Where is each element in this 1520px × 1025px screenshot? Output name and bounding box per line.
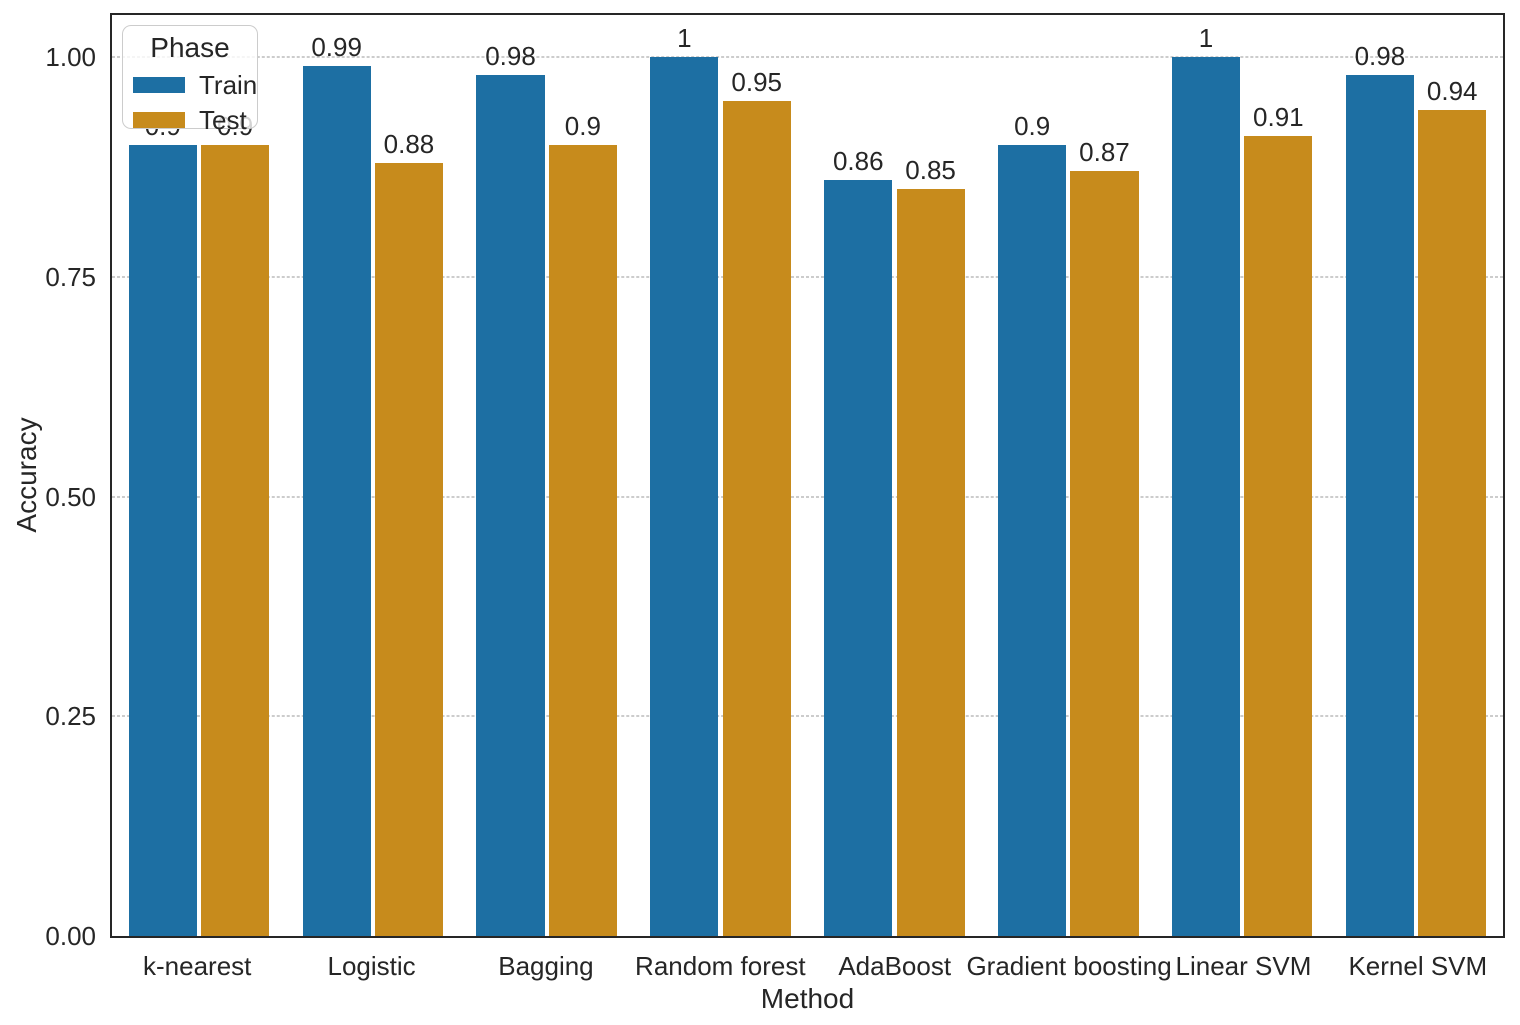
bar-train-kernel-svm bbox=[1345, 74, 1414, 936]
bar-test-adaboost bbox=[896, 188, 965, 936]
gridline bbox=[112, 56, 1503, 58]
bar-test-random-forest bbox=[722, 100, 791, 936]
bar-value-label: 1 bbox=[1198, 23, 1214, 54]
bar-group-linear-svm: 1 0.91 bbox=[1155, 15, 1329, 936]
y-tick-label: 1.00 bbox=[45, 42, 96, 73]
x-axis-label: Method bbox=[760, 983, 855, 1014]
y-tick-label: 0.00 bbox=[45, 920, 96, 951]
x-tick-label: Random forest bbox=[635, 951, 806, 981]
bar-train-random-forest bbox=[650, 57, 719, 936]
bar-train-k-nearest bbox=[128, 144, 197, 936]
bar-test-gradient-boosting bbox=[1070, 171, 1139, 936]
legend-entry-train: Train bbox=[133, 72, 257, 98]
bar-value-label: 0.91 bbox=[1253, 102, 1304, 133]
bar-value-label: 0.86 bbox=[832, 146, 884, 177]
x-tick-label: Logistic bbox=[327, 951, 416, 981]
bar-test-bagging bbox=[548, 144, 617, 936]
bar-train-gradient-boosting bbox=[998, 144, 1067, 936]
bar-value-label: 0.95 bbox=[731, 66, 783, 97]
x-tick-label: Bagging bbox=[498, 951, 594, 981]
legend-entry-label: Test bbox=[199, 105, 247, 135]
x-tick-label: Gradient boosting bbox=[966, 951, 1172, 981]
bar-value-label: 0.98 bbox=[485, 40, 536, 71]
bar-group-adaboost: 0.86 0.85 bbox=[808, 15, 982, 936]
bar-value-label: 0.85 bbox=[905, 154, 956, 185]
bar-value-label: 0.98 bbox=[1354, 40, 1406, 71]
gridlines-layer bbox=[112, 15, 1503, 936]
bar-test-kernel-svm bbox=[1418, 109, 1487, 936]
bars-layer: 0.90.90.990.880.980.910.950.860.850.90.8… bbox=[112, 15, 1503, 936]
y-axis-ticks: 0.00 0.25 0.50 0.75 1.00 bbox=[0, 16, 96, 948]
legend: Phase Train Test bbox=[122, 25, 258, 133]
bar-group-logistic: 0.99 0.88 bbox=[286, 15, 460, 936]
plot-area: 0.90.90.990.880.980.910.950.860.850.90.8… bbox=[110, 13, 1505, 938]
bar-train-linear-svm bbox=[1171, 57, 1241, 936]
bar-group-k-nearest: 0.90.9 bbox=[112, 15, 286, 936]
bar-group-bagging: 0.98 0.9 bbox=[460, 15, 634, 936]
bar-train-adaboost bbox=[824, 180, 893, 936]
bar-value-label: 0.9 bbox=[564, 110, 601, 141]
test-swatch-icon bbox=[133, 112, 185, 128]
gridline bbox=[112, 276, 1503, 278]
x-tick-label: k-nearest bbox=[142, 951, 252, 981]
y-tick-label: 0.25 bbox=[45, 701, 96, 731]
bar-test-linear-svm bbox=[1244, 136, 1313, 936]
bar-value-label: 1 bbox=[677, 23, 692, 54]
x-tick-label: AdaBoost bbox=[838, 951, 952, 981]
y-tick-label: 0.75 bbox=[45, 261, 96, 292]
bar-value-label: 0.87 bbox=[1079, 137, 1130, 168]
bar-train-logistic bbox=[302, 65, 371, 936]
train-swatch-icon bbox=[133, 77, 185, 93]
legend-entry-test: Test bbox=[133, 107, 257, 133]
bar-group-kernel-svm: 0.98 0.94 bbox=[1329, 15, 1503, 936]
x-tick-label: Linear SVM bbox=[1175, 951, 1312, 981]
bar-value-label: 0.9 bbox=[1014, 110, 1051, 141]
bar-test-k-nearest bbox=[201, 144, 270, 936]
bar-train-bagging bbox=[476, 74, 545, 936]
bar-test-logistic bbox=[374, 162, 444, 936]
bar-value-label: 0.99 bbox=[311, 31, 362, 62]
y-axis-label: Accuracy bbox=[11, 417, 42, 533]
bar-group-gradient-boosting: 0.9 0.87 bbox=[981, 15, 1155, 936]
bar-value-label: 0.94 bbox=[1426, 75, 1478, 106]
bar-group-random-forest: 1 0.95 bbox=[634, 15, 808, 936]
legend-title: Phase bbox=[150, 32, 230, 63]
gridline bbox=[112, 715, 1503, 717]
x-tick-label: Kernel SVM bbox=[1348, 951, 1488, 981]
gridline bbox=[112, 496, 1503, 498]
y-tick-label: 0.50 bbox=[45, 481, 96, 512]
bar-value-label: 0.88 bbox=[383, 128, 435, 159]
legend-entry-label: Train bbox=[199, 70, 258, 100]
